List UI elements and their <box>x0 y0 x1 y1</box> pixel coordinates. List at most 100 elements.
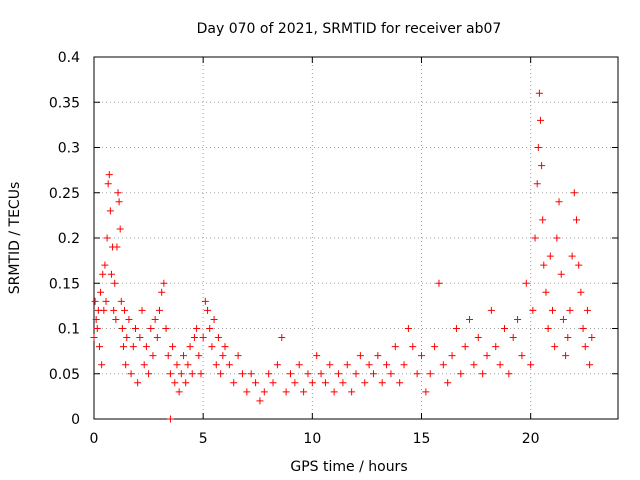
data-point <box>123 334 131 342</box>
data-point <box>121 306 129 314</box>
data-point <box>119 343 127 351</box>
data-point <box>138 306 146 314</box>
x-axis-label: GPS time / hours <box>290 459 407 475</box>
data-point <box>208 343 216 351</box>
data-point <box>177 370 185 378</box>
data-point <box>129 343 137 351</box>
data-point <box>352 370 360 378</box>
data-point <box>102 297 110 305</box>
y-tick-label: 0.15 <box>49 276 80 292</box>
data-point <box>182 379 190 387</box>
x-tick-label: 10 <box>303 431 321 447</box>
data-point <box>93 325 101 332</box>
x-tick-label: 5 <box>199 431 208 447</box>
x-tick-label: 0 <box>90 431 99 447</box>
data-point <box>570 189 578 197</box>
data-point <box>193 325 201 332</box>
data-point <box>529 306 537 314</box>
data-point <box>180 352 188 360</box>
data-point <box>184 361 192 369</box>
data-point <box>100 306 108 314</box>
data-point <box>400 361 408 369</box>
data-point <box>204 306 212 314</box>
data-point <box>134 379 142 387</box>
data-point <box>577 288 585 296</box>
data-point <box>99 270 107 278</box>
data-point <box>533 180 541 188</box>
data-point <box>539 216 547 224</box>
data-point <box>91 297 99 305</box>
x-tick-label: 20 <box>522 431 540 447</box>
data-point <box>439 361 447 369</box>
data-point <box>166 370 174 378</box>
data-point <box>230 379 238 387</box>
data-point <box>151 315 159 323</box>
data-point <box>546 252 554 260</box>
data-point <box>107 270 115 278</box>
data-point <box>156 306 163 314</box>
data-point <box>114 189 122 197</box>
data-point <box>201 297 209 305</box>
data-point <box>527 361 535 369</box>
data-point <box>98 361 106 369</box>
data-point <box>396 379 404 387</box>
data-point <box>448 352 456 360</box>
data-point <box>188 370 196 378</box>
data-point <box>369 370 377 378</box>
data-point <box>479 370 487 378</box>
data-point <box>474 334 482 342</box>
y-tick-label: 0 <box>71 412 80 428</box>
data-point <box>544 325 552 332</box>
data-point <box>247 370 255 378</box>
data-point <box>160 279 168 287</box>
data-point <box>568 252 576 260</box>
data-point <box>164 352 172 360</box>
data-point <box>206 325 214 332</box>
data-point <box>92 315 100 323</box>
data-point <box>588 334 596 342</box>
data-point <box>509 334 517 342</box>
data-point <box>522 279 530 287</box>
data-point <box>531 234 539 242</box>
data-point <box>348 388 356 396</box>
data-point <box>197 370 205 378</box>
data-point <box>175 388 183 396</box>
data-point <box>273 361 281 369</box>
data-point <box>492 343 500 351</box>
data-point <box>97 288 105 296</box>
data-point <box>104 180 112 188</box>
data-point <box>538 162 546 170</box>
data-point <box>426 370 434 378</box>
data-point <box>153 334 161 342</box>
data-point <box>573 216 581 224</box>
data-point <box>199 334 207 342</box>
y-tick-label: 0.4 <box>58 50 80 66</box>
data-point <box>225 361 233 369</box>
chart-title: Day 070 of 2021, SRMTID for receiver ab0… <box>197 21 502 37</box>
data-point <box>304 370 312 378</box>
data-point <box>374 352 382 360</box>
data-point <box>221 343 229 351</box>
data-point <box>158 288 166 296</box>
data-point <box>435 279 443 287</box>
y-tick-label: 0.2 <box>58 231 80 247</box>
data-point <box>557 270 565 278</box>
data-point <box>466 315 474 323</box>
data-point <box>110 306 118 314</box>
data-point <box>106 207 114 215</box>
data-point <box>105 171 113 179</box>
data-point <box>169 343 177 351</box>
data-point <box>145 370 153 378</box>
data-point <box>586 361 594 369</box>
data-point <box>234 352 242 360</box>
data-point <box>101 261 109 269</box>
data-point <box>487 306 495 314</box>
data-point <box>287 370 294 378</box>
data-point <box>361 379 369 387</box>
plot-frame <box>93 56 619 420</box>
data-point <box>282 388 290 396</box>
data-point <box>278 334 286 342</box>
data-point <box>149 352 157 360</box>
data-point <box>553 234 561 242</box>
data-point <box>470 361 478 369</box>
